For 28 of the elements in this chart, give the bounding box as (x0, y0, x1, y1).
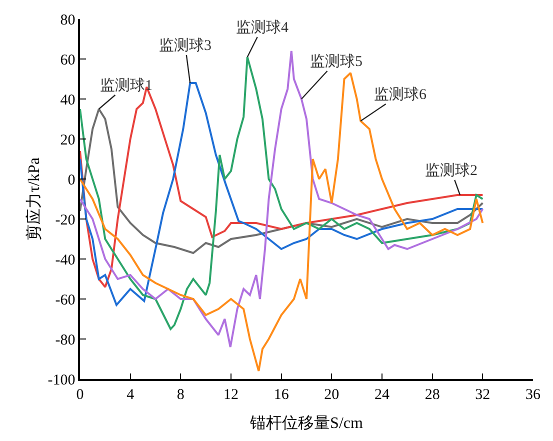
x-tick-label: 36 (526, 386, 541, 403)
annotation: 监测球6 (374, 86, 427, 103)
x-tick-label: 28 (424, 386, 440, 403)
y-tick-label: 60 (60, 52, 76, 68)
line-series (80, 108, 484, 254)
y-tick-label: -20 (55, 212, 76, 228)
y-tick-label: -40 (55, 252, 76, 268)
x-tick-label: 12 (224, 386, 238, 403)
x-tick-label: 8 (176, 386, 184, 403)
y-tick-label: 40 (60, 92, 76, 108)
x-tick-label: 4 (126, 386, 135, 403)
x-tick-label: 16 (274, 386, 290, 403)
y-tick-label: -100 (48, 372, 76, 388)
x-tick-label: 24 (374, 386, 390, 403)
y-tick-label: 80 (60, 12, 76, 28)
x-tick-label: 32 (475, 386, 490, 403)
y-tick-label: 20 (60, 132, 76, 148)
x-axis-title: 锚杆位移量S/cm (249, 414, 364, 432)
y-tick-label: -60 (55, 292, 76, 308)
annotation: 监测球1 (100, 77, 152, 94)
y-tick-label: -80 (55, 332, 76, 348)
annotation: 监测球4 (236, 19, 289, 36)
annotation: 监测球5 (310, 53, 362, 70)
annotation: 监测球2 (425, 162, 478, 179)
y-axis-title: 剪应力τ/kPa (25, 158, 44, 240)
annotation: 监测球3 (159, 37, 212, 54)
x-tick-label: 20 (324, 386, 340, 403)
y-tick-label: 0 (68, 172, 76, 188)
